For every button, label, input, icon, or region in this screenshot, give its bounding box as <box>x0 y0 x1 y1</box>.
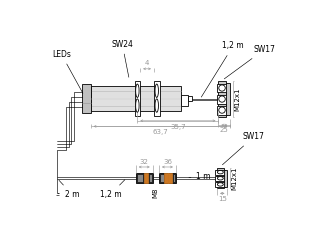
Ellipse shape <box>217 170 223 174</box>
Bar <box>215 176 225 181</box>
Bar <box>159 174 176 183</box>
Text: SW17: SW17 <box>222 132 265 165</box>
Ellipse shape <box>219 96 225 102</box>
Text: M12x1: M12x1 <box>234 87 240 111</box>
Bar <box>168 174 172 183</box>
Bar <box>216 84 227 93</box>
Bar <box>216 95 227 104</box>
Ellipse shape <box>219 85 225 91</box>
Bar <box>223 170 227 187</box>
Bar <box>181 95 188 106</box>
Bar <box>188 96 192 101</box>
Text: SW17: SW17 <box>224 45 275 79</box>
Text: LEDs: LEDs <box>52 50 83 93</box>
Text: 25: 25 <box>220 127 229 134</box>
Ellipse shape <box>136 99 139 112</box>
Bar <box>82 84 92 113</box>
Bar <box>215 170 225 174</box>
Text: 32: 32 <box>140 159 149 165</box>
Text: M12x1: M12x1 <box>232 167 238 190</box>
Text: 1,2 m: 1,2 m <box>201 41 244 97</box>
Text: SW24: SW24 <box>111 40 133 77</box>
Bar <box>137 174 143 182</box>
Text: 36: 36 <box>163 159 172 165</box>
Ellipse shape <box>155 99 159 112</box>
Text: 4: 4 <box>145 60 149 66</box>
Text: M8: M8 <box>153 188 159 198</box>
Text: 1 m: 1 m <box>189 172 211 181</box>
Ellipse shape <box>155 84 159 97</box>
Text: 63,7: 63,7 <box>153 129 168 135</box>
Text: 35,7: 35,7 <box>170 124 186 130</box>
Bar <box>91 87 181 111</box>
Ellipse shape <box>219 107 225 113</box>
Bar <box>154 81 160 116</box>
Ellipse shape <box>217 177 223 180</box>
Text: 2 m: 2 m <box>59 180 79 199</box>
Bar <box>135 81 140 116</box>
Bar <box>226 83 230 115</box>
Bar <box>217 168 223 188</box>
Ellipse shape <box>217 183 223 186</box>
Text: 15: 15 <box>218 196 227 202</box>
Bar <box>215 182 225 187</box>
Bar <box>136 174 153 183</box>
Ellipse shape <box>136 84 139 97</box>
Text: 1,2 m: 1,2 m <box>100 180 125 199</box>
Bar <box>173 174 175 182</box>
Bar <box>160 174 164 182</box>
Bar <box>216 106 227 114</box>
Bar <box>218 81 226 117</box>
Bar <box>164 174 168 183</box>
Bar <box>149 174 152 182</box>
Bar <box>144 174 148 183</box>
